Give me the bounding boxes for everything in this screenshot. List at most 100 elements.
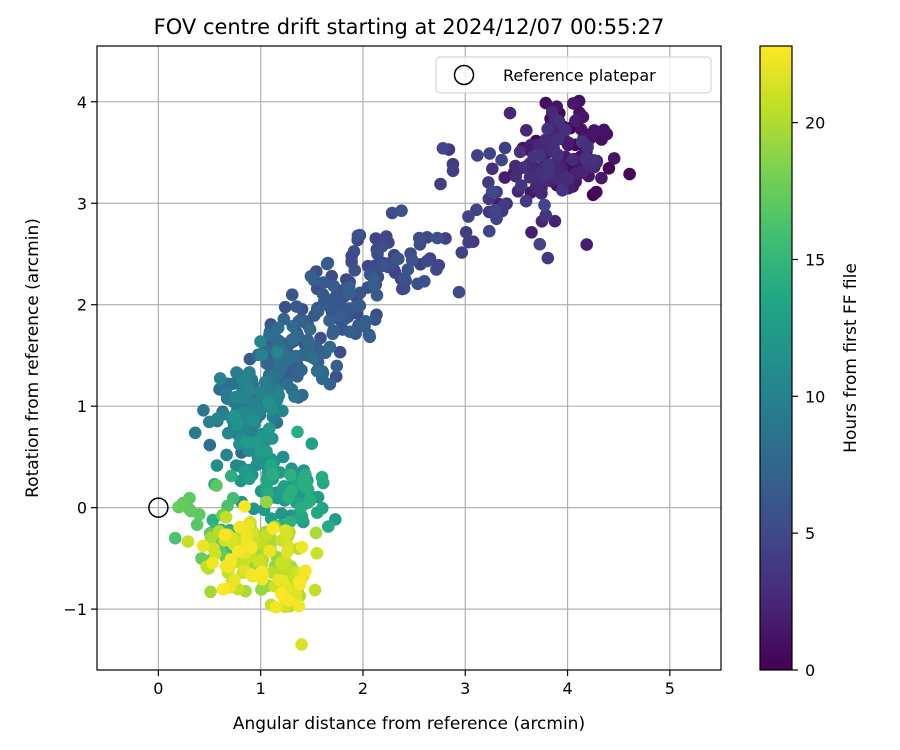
data-point: [342, 287, 355, 301]
data-point: [188, 426, 202, 440]
colorbar-label: Hours from first FF file: [841, 263, 861, 453]
data-point: [224, 553, 238, 566]
data-point: [210, 459, 224, 472]
data-point: [304, 270, 318, 283]
data-point: [552, 114, 566, 128]
data-point: [333, 309, 347, 323]
data-point: [517, 161, 531, 174]
data-point: [245, 568, 259, 581]
data-point: [252, 555, 266, 568]
data-point: [623, 167, 636, 181]
data-point: [279, 524, 292, 537]
data-point: [348, 264, 362, 277]
legend-box: [435, 56, 712, 94]
data-point: [181, 535, 195, 548]
x-tick-label: 3: [460, 679, 470, 698]
data-point: [455, 246, 469, 259]
colorbar-tick-label: 15: [805, 250, 825, 269]
data-point: [418, 275, 431, 288]
data-point: [368, 313, 382, 326]
data-point: [254, 335, 267, 348]
data-point: [297, 478, 310, 491]
data-point: [495, 153, 508, 167]
data-point: [363, 330, 377, 344]
colorbar-tick-label: 0: [805, 661, 815, 680]
data-point: [326, 327, 340, 341]
data-point: [520, 124, 533, 137]
data-point: [590, 185, 603, 199]
data-point: [184, 504, 198, 518]
x-tick-label: 1: [256, 679, 266, 698]
data-point: [436, 142, 450, 155]
data-point: [397, 282, 411, 295]
data-point: [190, 518, 204, 531]
x-tick-label: 4: [562, 679, 572, 698]
data-point: [302, 338, 316, 351]
data-point: [255, 583, 268, 596]
data-point: [542, 158, 556, 172]
data-point: [315, 470, 329, 484]
data-point: [218, 528, 232, 542]
data-point: [252, 404, 265, 418]
data-point: [305, 437, 319, 451]
data-point: [221, 499, 234, 513]
data-point: [483, 224, 496, 238]
data-point: [509, 169, 523, 183]
data-point: [260, 445, 273, 458]
data-point: [607, 152, 621, 165]
data-point: [275, 587, 288, 601]
data-point: [539, 96, 553, 110]
data-point: [168, 531, 182, 545]
data-point: [535, 187, 548, 200]
data-point: [353, 286, 367, 300]
data-point: [226, 377, 240, 391]
data-point: [262, 396, 276, 409]
data-point: [488, 203, 502, 217]
gridlines: [97, 46, 721, 670]
data-point: [293, 578, 307, 591]
data-point: [431, 231, 444, 245]
data-point: [240, 435, 253, 449]
data-point: [270, 346, 284, 359]
data-point: [569, 114, 582, 128]
data-point: [561, 172, 574, 186]
colorbar-ticks: 0 5 10 15 20: [792, 114, 825, 680]
data-point: [210, 479, 223, 492]
data-point: [515, 179, 528, 192]
data-point: [275, 507, 288, 520]
data-point: [413, 231, 426, 245]
data-point: [294, 501, 308, 515]
data-point: [459, 226, 473, 239]
data-point: [284, 468, 297, 482]
data-point: [242, 383, 255, 397]
data-point: [385, 206, 399, 220]
chart-title: FOV centre drift starting at 2024/12/07 …: [154, 15, 665, 39]
x-axis-label: Angular distance from reference (arcmin): [233, 714, 585, 734]
data-point: [503, 106, 517, 120]
data-point: [206, 556, 219, 570]
colorbar: 0 5 10 15 20 Hours from first FF file: [759, 45, 861, 680]
data-point: [221, 426, 235, 440]
data-point: [247, 414, 260, 427]
data-point: [280, 545, 294, 559]
y-tick-label: 2: [77, 296, 87, 315]
data-point: [541, 122, 554, 136]
data-point: [525, 226, 538, 239]
data-point: [498, 171, 512, 184]
data-point: [216, 583, 230, 596]
data-point: [228, 409, 241, 423]
data-point: [527, 150, 540, 163]
data-point: [285, 333, 299, 347]
data-point: [306, 351, 320, 365]
data-point: [347, 245, 361, 258]
data-point: [401, 263, 415, 276]
data-point: [349, 299, 363, 313]
data-point: [219, 510, 233, 524]
data-point: [255, 565, 269, 579]
data-point: [196, 539, 210, 553]
y-axis-ticks: −1 0 1 2 3 4: [63, 93, 97, 619]
data-point: [252, 453, 266, 467]
data-point: [587, 124, 601, 137]
data-point: [541, 251, 555, 265]
data-point: [370, 289, 384, 302]
